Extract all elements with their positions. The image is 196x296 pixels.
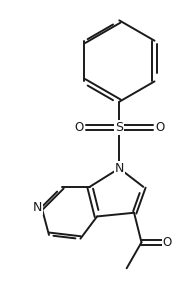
Text: S: S (115, 121, 123, 134)
Text: O: O (155, 121, 165, 134)
Text: N: N (115, 162, 124, 175)
Text: O: O (74, 121, 83, 134)
Text: O: O (163, 236, 172, 249)
Text: N: N (32, 201, 42, 214)
